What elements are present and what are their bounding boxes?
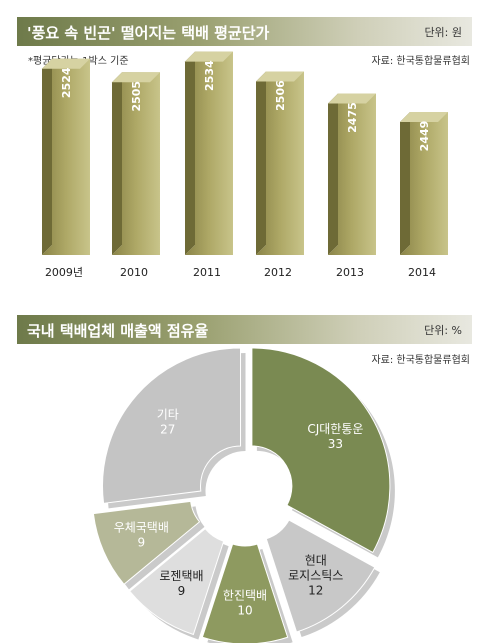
bar-0: 2524 2009년 bbox=[42, 58, 90, 279]
slice-value-label: 10 bbox=[237, 604, 252, 618]
pie-chart-banner: 국내 택배업체 매출액 점유율 단위: % bbox=[17, 315, 472, 344]
slice-name-label: 기타 bbox=[157, 407, 179, 421]
bar-top bbox=[112, 72, 160, 83]
bar-chart-unit: 단위: 원 bbox=[424, 26, 462, 39]
bar-value-label: 2534 bbox=[203, 60, 216, 91]
bar-top bbox=[185, 51, 233, 62]
slice-wedge bbox=[265, 519, 376, 633]
bar-value-label: 2524 bbox=[60, 67, 73, 98]
slice-name-label: 현대 bbox=[305, 554, 327, 568]
slice-value-label: 9 bbox=[178, 584, 186, 598]
bar-category-label: 2014 bbox=[408, 266, 436, 279]
bar-top bbox=[328, 93, 376, 104]
bar-side bbox=[328, 93, 338, 255]
slice-wedge bbox=[92, 500, 201, 586]
bar-side bbox=[400, 112, 410, 255]
bar-front bbox=[185, 51, 233, 256]
slice-value-label: 27 bbox=[160, 422, 175, 436]
bar-category-label: 2010 bbox=[120, 266, 148, 279]
bar-value-label: 2505 bbox=[130, 81, 143, 112]
bar-front bbox=[256, 71, 304, 255]
bar-value-label: 2449 bbox=[418, 121, 431, 152]
slice-name-label: 우체국택배 bbox=[114, 520, 169, 534]
bar-4: 2475 2013 bbox=[328, 93, 376, 279]
bar-chart-banner: '풍요 속 빈곤' 떨어지는 택배 평균단가 단위: 원 bbox=[17, 17, 472, 46]
slice-value-label: 33 bbox=[328, 437, 343, 451]
pie-chart-unit: 단위: % bbox=[424, 324, 462, 337]
slice-value-label: 9 bbox=[137, 535, 145, 549]
slice-wedge bbox=[102, 347, 241, 504]
bar-chart-title: '풍요 속 빈곤' 떨어지는 택배 평균단가 bbox=[27, 24, 270, 42]
bar-chart-source: 자료: 한국통합물류협회 bbox=[371, 56, 470, 67]
bar-3: 2506 2012 bbox=[256, 71, 304, 279]
slice-value-label: 12 bbox=[308, 584, 323, 598]
slice-wedge bbox=[128, 528, 225, 636]
slice-wedge bbox=[251, 347, 391, 554]
bar-value-label: 2506 bbox=[274, 80, 287, 111]
slice-name-label: 로지스틱스 bbox=[288, 569, 343, 583]
bar-category-label: 2009년 bbox=[45, 266, 83, 279]
bar-top bbox=[400, 112, 448, 122]
bar-category-label: 2013 bbox=[336, 266, 364, 279]
bar-side bbox=[112, 72, 122, 256]
bar-chart: 2524 2009년 2505 2010 2534 2011 2506 2012 2475 201… bbox=[42, 51, 448, 279]
bar-front bbox=[400, 112, 448, 255]
pie-chart-source: 자료: 한국통합물류협회 bbox=[371, 355, 470, 366]
bar-2: 2534 2011 bbox=[185, 51, 233, 279]
bar-front bbox=[112, 72, 160, 256]
bar-5: 2449 2014 bbox=[400, 112, 448, 279]
bar-top bbox=[256, 71, 304, 82]
bar-side bbox=[42, 58, 52, 255]
bar-top bbox=[42, 58, 90, 69]
bar-category-label: 2011 bbox=[193, 266, 221, 279]
bar-front bbox=[42, 58, 90, 255]
slice-wedge bbox=[201, 543, 289, 643]
bar-front bbox=[328, 93, 376, 255]
bar-category-label: 2012 bbox=[264, 266, 292, 279]
slice-name-label: 한진택배 bbox=[223, 589, 267, 603]
bar-1: 2505 2010 bbox=[112, 72, 160, 279]
slice-name-label: 로젠택배 bbox=[159, 569, 203, 583]
bar-value-label: 2475 bbox=[346, 102, 359, 133]
pie-chart-title: 국내 택배업체 매출액 점유율 bbox=[27, 322, 209, 340]
bar-side bbox=[185, 51, 195, 256]
bar-side bbox=[256, 71, 266, 255]
slice-name-label: CJ대한통운 bbox=[307, 422, 363, 436]
